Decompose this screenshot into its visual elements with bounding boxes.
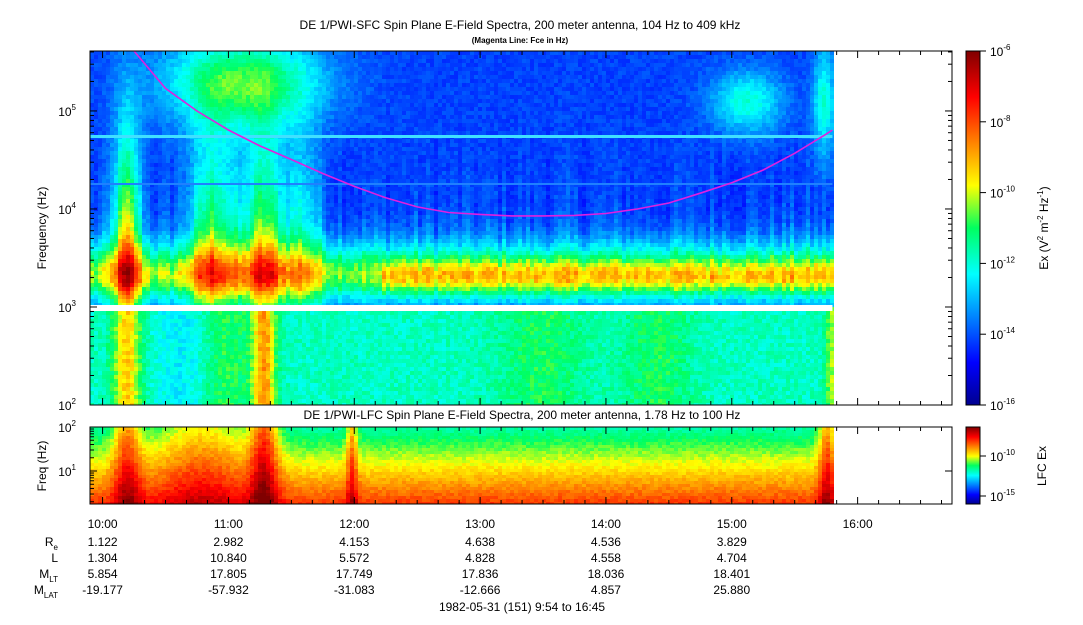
bottom-y-tick-label: 102: [58, 419, 76, 435]
top-chart-subtitle: (Magenta Line: Fce in Hz): [472, 36, 569, 45]
top-colorbar-tick-label: 10-8: [990, 114, 1011, 130]
ephemeris-value: 5.854: [88, 567, 118, 581]
ephemeris-value: 4.704: [717, 551, 747, 565]
ephemeris-value: 4.828: [465, 551, 495, 565]
ephemeris-row-label: MLT: [39, 567, 58, 584]
ephemeris-value: 2.982: [213, 535, 243, 549]
bottom-y-tick-label: 101: [58, 463, 76, 479]
top-colorbar-tick-label: 10-14: [990, 326, 1015, 342]
ephemeris-value: -12.666: [460, 583, 501, 597]
top-colorbar-label: Ex (V2 m-2 Hz-1): [1036, 186, 1051, 269]
ephemeris-value: 18.401: [713, 567, 750, 581]
top-colorbar: [966, 51, 980, 405]
top-colorbar-tick-label: 10-12: [990, 255, 1015, 271]
ephemeris-value: 4.558: [591, 551, 621, 565]
top-y-tick-label: 103: [58, 299, 76, 315]
x-tick-label: 12:00: [339, 517, 369, 531]
ephemeris-value: 18.036: [588, 567, 625, 581]
ephemeris-value: -57.932: [208, 583, 249, 597]
ephemeris-value: 1.122: [88, 535, 118, 549]
top-colorbar-ticks: 10-6 10-8 10-10 10-12 10-14 10-16: [980, 43, 1015, 413]
bottom-colorbar-tick-label: 10-15: [990, 488, 1015, 504]
ephemeris-value: 4.638: [465, 535, 495, 549]
top-y-axis-label: Frequency (Hz): [35, 187, 49, 270]
top-spectrogram: [90, 51, 834, 407]
top-colorbar-tick-label: 10-6: [990, 43, 1011, 59]
top-colorbar-tick-label: 10-16: [990, 397, 1015, 413]
ephemeris-table: Re 1.122 2.982 4.153 4.638 4.536 3.829 L 1.304 10…: [34, 535, 751, 600]
x-tick-label: 11:00: [214, 517, 243, 531]
x-tick-label: 16:00: [843, 517, 873, 531]
x-tick-label: 15:00: [717, 517, 747, 531]
ephemeris-row-label: Re: [45, 535, 59, 552]
x-tick-label: 14:00: [591, 517, 621, 531]
ephemeris-value: 17.805: [210, 567, 247, 581]
ephemeris-value: 5.572: [339, 551, 369, 565]
ephemeris-value: 17.749: [336, 567, 373, 581]
top-y-tick-label: 105: [58, 103, 76, 119]
date-footer: 1982-05-31 (151) 9:54 to 16:45: [439, 600, 605, 614]
bottom-colorbar-label: LFC Ex: [1035, 446, 1049, 486]
ephemeris-value: 4.857: [591, 583, 621, 597]
bottom-colorbar-ticks: 10-10 10-15: [980, 448, 1015, 504]
bottom-colorbar-tick-label: 10-10: [990, 448, 1015, 464]
x-tick-label: 10:00: [88, 517, 118, 531]
top-y-tick-label: 102: [58, 397, 76, 413]
top-y-tick-label: 104: [58, 201, 76, 217]
ephemeris-row-label: MLAT: [34, 583, 58, 600]
ephemeris-row-label: L: [51, 551, 58, 565]
bottom-y-axis-label: Freq (Hz): [35, 441, 49, 492]
ephemeris-value: 1.304: [88, 551, 118, 565]
ephemeris-value: 10.840: [210, 551, 247, 565]
bottom-spectrogram: [90, 427, 834, 505]
bottom-colorbar: [966, 427, 980, 504]
ephemeris-value: 4.536: [591, 535, 621, 549]
top-colorbar-tick-label: 10-10: [990, 185, 1015, 201]
top-chart-title: DE 1/PWI-SFC Spin Plane E-Field Spectra,…: [300, 18, 741, 32]
ephemeris-value: -19.177: [82, 583, 123, 597]
bottom-chart-title: DE 1/PWI-LFC Spin Plane E-Field Spectra,…: [304, 408, 741, 422]
x-tick-label: 13:00: [465, 517, 495, 531]
ephemeris-value: 3.829: [717, 535, 747, 549]
ephemeris-value: 25.880: [713, 583, 750, 597]
ephemeris-value: 4.153: [339, 535, 369, 549]
ephemeris-value: -31.083: [334, 583, 375, 597]
ephemeris-value: 17.836: [462, 567, 499, 581]
